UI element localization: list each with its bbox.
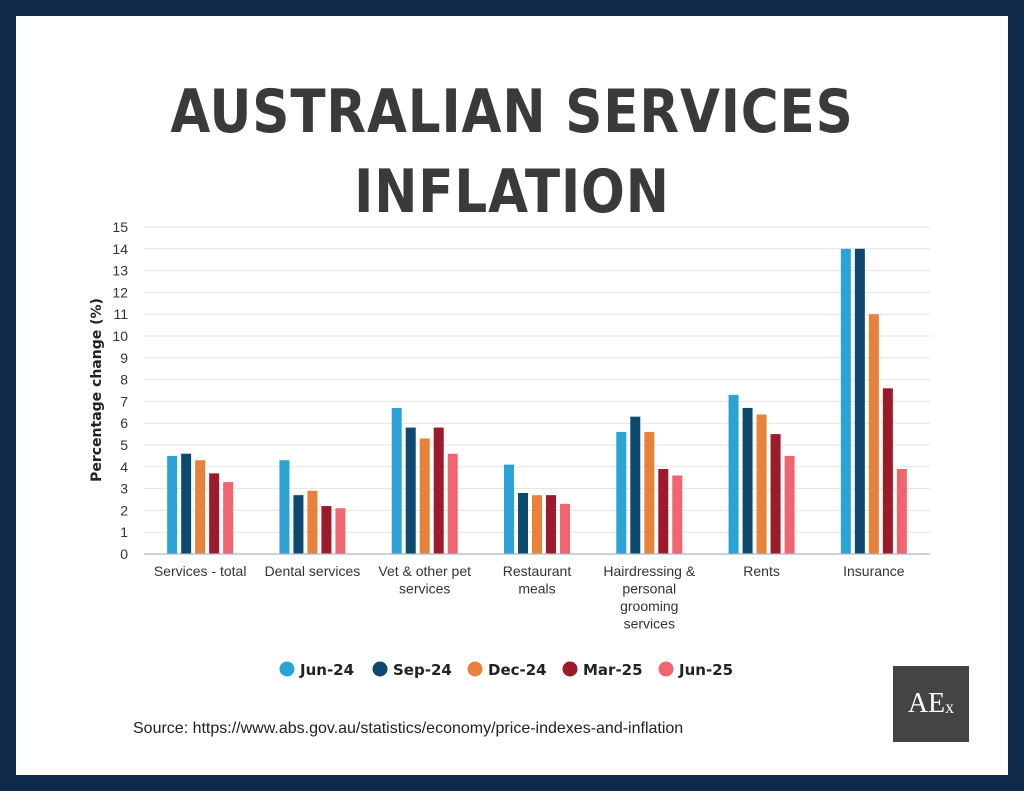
- bar: [223, 482, 234, 554]
- y-tick-label: 12: [112, 284, 128, 300]
- bar: [518, 492, 528, 554]
- y-tick-label: 3: [120, 481, 128, 497]
- bar: [658, 468, 669, 554]
- source-note: Source: https://www.abs.gov.au/statistic…: [133, 720, 684, 737]
- bar: [307, 490, 318, 554]
- logo-sub-text: x: [945, 696, 955, 717]
- bar: [335, 508, 346, 554]
- y-tick-label: 10: [112, 328, 128, 344]
- bar: [756, 414, 767, 554]
- x-tick-label: Services - total: [154, 563, 247, 579]
- bar: [728, 394, 739, 554]
- bar: [840, 248, 851, 555]
- y-tick-label: 4: [120, 459, 128, 475]
- x-tick-label: Rents: [743, 563, 780, 579]
- bar: [630, 416, 641, 554]
- y-tick-label: 0: [120, 546, 128, 562]
- bar: [532, 495, 542, 554]
- bar: [644, 431, 655, 554]
- y-tick-label: 9: [120, 350, 128, 366]
- chart-title: AUSTRALIAN SERVICES INFLATION: [170, 77, 854, 227]
- y-tick-label: 8: [120, 372, 128, 388]
- legend-label: Jun-24: [299, 661, 354, 679]
- bar: [784, 455, 795, 554]
- bar: [896, 468, 907, 554]
- bar: [433, 427, 444, 554]
- bar: [405, 427, 416, 554]
- bar: [167, 455, 178, 554]
- legend-marker: [562, 661, 578, 677]
- aex-logo: AE x: [893, 666, 969, 742]
- bar: [447, 453, 458, 554]
- y-tick-label: 2: [120, 502, 128, 518]
- x-tick-label: Insurance: [843, 563, 905, 579]
- legend-label: Mar-25: [583, 661, 643, 679]
- bar: [546, 495, 556, 554]
- bar: [181, 453, 192, 554]
- bar: [770, 434, 781, 554]
- bar: [616, 431, 627, 554]
- y-tick-label: 7: [120, 393, 128, 409]
- y-axis-title: Percentage change (%): [89, 298, 105, 482]
- x-tick-label: Restaurant meals: [503, 563, 572, 597]
- legend-label: Sep-24: [393, 661, 452, 679]
- logo-main-text: AE: [907, 688, 946, 719]
- bar: [209, 473, 220, 554]
- x-tick-label: Dental services: [265, 563, 361, 579]
- legend-marker: [279, 661, 295, 677]
- bar: [391, 407, 402, 554]
- legend-marker: [467, 661, 483, 677]
- bar: [742, 407, 753, 554]
- bar: [854, 248, 865, 555]
- bar: [195, 460, 206, 554]
- y-tick-label: 5: [120, 437, 128, 453]
- y-tick-label: 1: [120, 524, 128, 540]
- y-tick-label: 14: [112, 241, 128, 257]
- bar: [868, 314, 879, 554]
- x-tick-label: Vet & other pet services: [378, 563, 471, 597]
- bar: [419, 438, 430, 554]
- bar: [279, 460, 290, 554]
- legend-marker: [372, 661, 388, 677]
- bar: [882, 388, 893, 554]
- bar: [321, 506, 332, 554]
- y-tick-label: 11: [113, 306, 128, 322]
- y-tick-label: 15: [112, 219, 128, 235]
- bar: [504, 464, 514, 554]
- legend-label: Jun-25: [678, 661, 733, 679]
- y-tick-label: 13: [112, 263, 128, 279]
- bar: [560, 503, 570, 554]
- bar: [672, 475, 683, 554]
- y-tick-label: 6: [120, 415, 128, 431]
- legend-label: Dec-24: [488, 661, 547, 679]
- bar: [293, 495, 304, 554]
- x-tick-label: Hairdressing & personal grooming services: [603, 563, 695, 632]
- legend-marker: [658, 661, 674, 677]
